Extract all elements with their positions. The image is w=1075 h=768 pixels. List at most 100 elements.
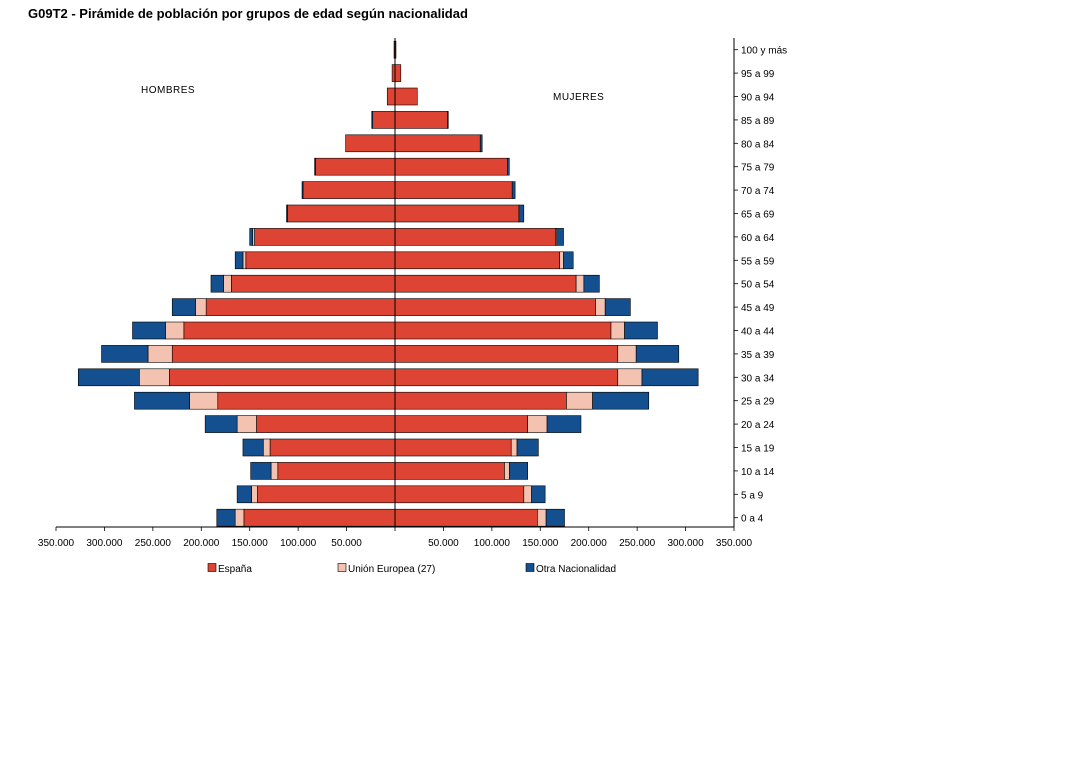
bar-hombres: [242, 251, 247, 270]
bar-hombres: [315, 157, 396, 176]
x-tick-label: 150.000: [522, 538, 559, 549]
category-label: 25 a 29: [741, 397, 775, 408]
mujeres-label: MUJERES: [553, 92, 604, 103]
bar-mujeres: [394, 485, 525, 504]
bar-mujeres: [394, 345, 619, 363]
bar-mujeres: [394, 391, 567, 410]
bar-hombres: [256, 415, 396, 433]
bar-hombres: [236, 485, 252, 504]
category-label: 75 a 79: [741, 163, 775, 174]
bar-hombres: [287, 204, 396, 223]
bar-mujeres: [537, 508, 547, 527]
bar-hombres: [210, 274, 224, 293]
bar-hombres: [302, 181, 396, 199]
bar-mujeres: [507, 157, 510, 176]
legend-swatch: [207, 563, 217, 572]
category-label: 20 a 24: [741, 420, 775, 431]
bar-hombres: [236, 415, 257, 433]
bar-mujeres: [604, 298, 631, 316]
bar-mujeres: [531, 485, 546, 504]
legend-swatch: [525, 563, 535, 572]
bars-layer: [77, 40, 699, 527]
bar-mujeres: [610, 321, 625, 340]
bar-mujeres: [617, 368, 643, 387]
bar-hombres: [138, 368, 170, 387]
bar-hombres: [134, 391, 190, 410]
bar-mujeres: [394, 462, 505, 480]
bar-hombres: [234, 508, 245, 527]
category-label: 55 a 59: [741, 256, 775, 267]
legend: España Unión Europea (27) Otra Nacionalida…: [207, 563, 616, 575]
bar-hombres: [169, 368, 396, 387]
bar-mujeres: [510, 438, 518, 457]
bar-mujeres: [516, 438, 539, 457]
bar-hombres: [205, 298, 396, 316]
bar-mujeres: [508, 462, 528, 480]
bar-mujeres: [394, 87, 418, 106]
x-tick-label: 100.000: [474, 538, 511, 549]
bar-hombres: [371, 111, 374, 129]
bar-mujeres: [624, 321, 658, 340]
bar-mujeres: [617, 345, 637, 363]
category-label: 30 a 34: [741, 373, 775, 384]
x-tick-label: 50.000: [428, 538, 459, 549]
bar-hombres: [216, 508, 236, 527]
bar-mujeres: [479, 134, 483, 153]
category-label: 0 a 4: [741, 514, 764, 525]
bar-hombres: [372, 111, 396, 129]
bar-mujeres: [559, 251, 564, 270]
bar-hombres: [286, 204, 288, 223]
bar-hombres: [386, 87, 396, 106]
legend-label: España: [218, 564, 252, 575]
bar-hombres: [345, 134, 396, 153]
bar-mujeres: [523, 485, 532, 504]
chart-title: G09T2 - Pirámide de población por grupos…: [28, 6, 468, 21]
bar-mujeres: [518, 204, 525, 223]
category-label: 5 a 9: [741, 490, 764, 501]
x-tick-label: 50.000: [331, 538, 362, 549]
category-label: 90 a 94: [741, 93, 775, 104]
axis-layer: 100 y más 95 a 99 90 a 94 85 a 89 80 a 84 75 …: [38, 38, 787, 549]
bar-mujeres: [394, 111, 448, 129]
x-tick-label: 150.000: [232, 538, 269, 549]
bar-mujeres: [394, 508, 538, 527]
x-tick-label: 100.000: [280, 538, 317, 549]
bar-hombres: [204, 415, 238, 433]
x-tick-label: 300.000: [86, 538, 123, 549]
category-label: 40 a 44: [741, 327, 775, 338]
bar-mujeres: [635, 345, 680, 363]
x-tick-label: 250.000: [619, 538, 656, 549]
x-tick-label: 250.000: [135, 538, 172, 549]
bar-hombres: [251, 485, 258, 504]
bar-mujeres: [546, 415, 582, 433]
bar-hombres: [243, 508, 396, 527]
bar-mujeres: [394, 157, 508, 176]
bar-mujeres: [641, 368, 699, 387]
x-tick-label: 350.000: [38, 538, 75, 549]
bar-hombres: [270, 462, 279, 480]
category-label: 65 a 69: [741, 210, 775, 221]
x-tick-label: 200.000: [571, 538, 608, 549]
x-tick-label: 300.000: [667, 538, 704, 549]
bar-mujeres: [545, 508, 565, 527]
category-label: 70 a 74: [741, 186, 775, 197]
bar-hombres: [231, 274, 396, 293]
category-label: 50 a 54: [741, 280, 775, 291]
category-label: 35 a 39: [741, 350, 775, 361]
bar-mujeres: [527, 415, 548, 433]
hombres-label: HOMBRES: [141, 85, 195, 96]
bar-mujeres: [394, 438, 512, 457]
bar-hombres: [254, 228, 396, 246]
category-label: 45 a 49: [741, 303, 775, 314]
bar-mujeres: [394, 134, 481, 153]
bar-hombres: [277, 462, 396, 480]
bar-mujeres: [394, 181, 513, 199]
legend-label: Otra Nacionalidad: [536, 564, 616, 575]
bar-mujeres: [394, 251, 560, 270]
bar-mujeres: [563, 251, 574, 270]
bar-mujeres: [394, 298, 596, 316]
category-label: 60 a 64: [741, 233, 775, 244]
bar-hombres: [195, 298, 207, 316]
bar-mujeres: [556, 228, 564, 246]
